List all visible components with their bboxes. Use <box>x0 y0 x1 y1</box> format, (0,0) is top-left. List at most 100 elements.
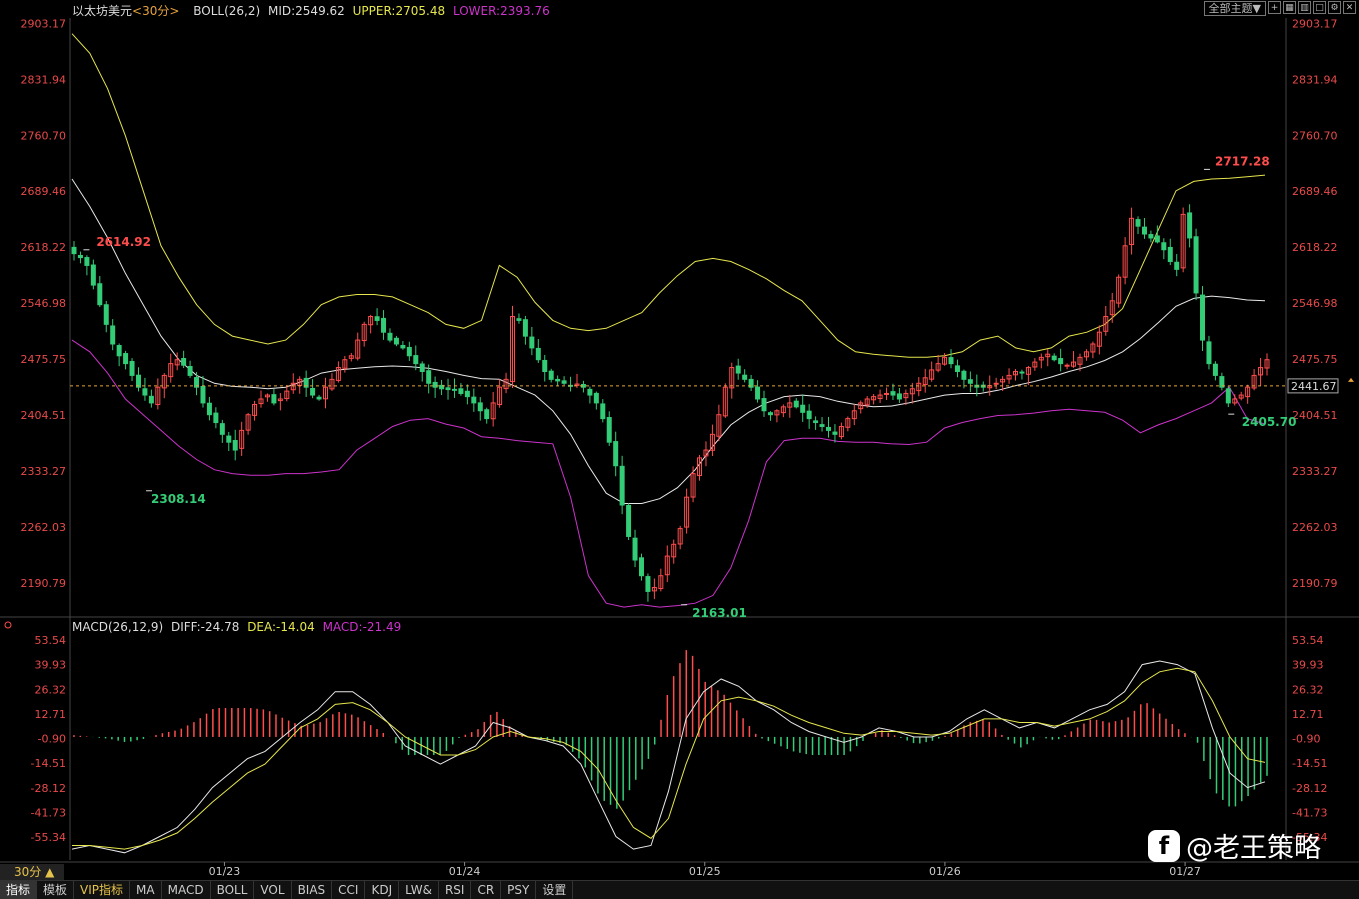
macd-tick-l-4: -0.90 <box>38 733 66 746</box>
macd-value-label: MACD:-21.49 <box>322 620 402 634</box>
candle-body <box>252 403 258 416</box>
candle-body <box>890 391 896 396</box>
candle-body <box>645 576 651 592</box>
macd-diff-line <box>71 660 1266 854</box>
macd-tick-r-5: -14.51 <box>1292 757 1327 770</box>
theme-select-button[interactable]: 全部主题▼ <box>1203 1 1266 16</box>
candle-body <box>258 398 264 405</box>
candle-body <box>1193 236 1199 294</box>
price-tick-r-8: 2333.27 <box>1292 465 1338 478</box>
macd-pane-marker-icon[interactable] <box>4 621 12 629</box>
candle-body <box>123 353 129 365</box>
toolbar-tab-8[interactable]: CCI <box>332 881 366 899</box>
window-icon[interactable]: □ <box>1313 1 1326 14</box>
candle-body <box>290 382 296 391</box>
toolbar-tab-5[interactable]: BOLL <box>211 881 255 899</box>
toolbar-tab-3[interactable]: MA <box>130 881 162 899</box>
candle-body <box>716 414 722 437</box>
candle-body <box>1141 226 1147 235</box>
candle-body <box>800 404 806 413</box>
candle-body <box>1019 371 1025 374</box>
candle-body <box>1238 394 1244 399</box>
toolbar-tab-2[interactable]: VIP指标 <box>74 881 131 899</box>
candle-body <box>181 357 187 366</box>
candle-body <box>1058 358 1064 365</box>
candle-body <box>155 386 161 406</box>
candle-body <box>806 410 812 420</box>
toolbar-tab-10[interactable]: LW& <box>399 881 439 899</box>
crosshair-icon[interactable]: + <box>1268 1 1281 14</box>
candle-body <box>651 587 657 592</box>
candle-body <box>1045 353 1051 358</box>
candle-body <box>626 504 632 537</box>
toolbar-tab-0[interactable]: 指标 <box>0 881 38 899</box>
candle-body <box>638 557 644 577</box>
extreme-label-3: 2717.28 <box>1215 154 1270 168</box>
candle-body <box>561 380 567 384</box>
candle-body <box>174 359 180 366</box>
price-tick-r-10: 2190.79 <box>1292 577 1338 590</box>
toolbar-tab-13[interactable]: PSY <box>501 881 537 899</box>
bottom-indicator-toolbar: 指标 模板 VIP指标 MA MACD BOLL VOL BIAS CCI KDJ LW& RSI CR… <box>0 880 1359 899</box>
macd-dea-label: DEA:-14.04 <box>247 620 315 634</box>
candle-body <box>819 424 825 427</box>
layout-icon[interactable]: ▥ <box>1298 1 1311 14</box>
price-tick-r-1: 2831.94 <box>1292 73 1338 86</box>
toolbar-tab-11[interactable]: RSI <box>439 881 472 899</box>
candle-body <box>90 264 96 286</box>
settings-icon[interactable]: ⚙ <box>1328 1 1341 14</box>
candle-body <box>393 337 399 345</box>
candle-body <box>110 325 116 345</box>
toolbar-tab-14[interactable]: 设置 <box>536 881 574 899</box>
candle-body <box>845 418 851 428</box>
candle-body <box>503 378 509 390</box>
toolbar-tab-4[interactable]: MACD <box>162 881 211 899</box>
candle-body <box>606 417 612 443</box>
candle-body <box>387 332 393 341</box>
candle-body <box>84 257 90 266</box>
toolbar-tab-9[interactable]: KDJ <box>365 881 400 899</box>
candle-body <box>993 382 999 385</box>
candle-body <box>774 410 780 416</box>
price-tick-l-10: 2190.79 <box>21 577 67 590</box>
period-selector[interactable]: 30分 ▲ <box>0 864 64 880</box>
candle-body <box>239 429 245 449</box>
candle-body <box>348 355 354 359</box>
boll-mid-line <box>71 178 1266 504</box>
toolbar-tab-1[interactable]: 模板 <box>37 881 75 899</box>
candle-body <box>148 395 154 404</box>
candle-body <box>1232 398 1238 404</box>
extreme-label-4: 2405.70 <box>1242 415 1297 429</box>
candle-body <box>329 378 335 390</box>
candle-body <box>671 543 677 558</box>
candle-body <box>71 246 77 255</box>
candle-body <box>1025 367 1031 375</box>
candle-body <box>548 370 554 380</box>
grid-icon[interactable]: ▦ <box>1283 1 1296 14</box>
candle-body <box>445 387 451 391</box>
candle-body <box>245 414 251 431</box>
chart-canvas[interactable]: 2903.17 2903.17 2831.94 2831.94 2760.70 2760.… <box>0 0 1359 880</box>
candle-body <box>916 382 922 392</box>
candle-body <box>310 387 316 396</box>
macd-tick-l-3: 12.71 <box>35 708 67 721</box>
extreme-label-1: 2308.14 <box>151 492 206 506</box>
candle-body <box>355 339 361 359</box>
macd-tick-l-8: -55.34 <box>31 831 66 844</box>
toolbar-tab-6[interactable]: VOL <box>254 881 292 899</box>
candle-body <box>426 370 432 384</box>
candle-body <box>787 402 793 408</box>
candle-body <box>451 388 457 391</box>
candle-body <box>368 316 374 326</box>
candle-body <box>284 390 290 400</box>
candle-body <box>213 412 219 424</box>
candle-body <box>1109 300 1115 316</box>
candle-body <box>942 356 948 365</box>
toolbar-tab-7[interactable]: BIAS <box>292 881 333 899</box>
candle-body <box>690 473 696 498</box>
toolbar-tab-12[interactable]: CR <box>471 881 502 899</box>
macd-tick-l-7: -41.73 <box>31 806 66 819</box>
candle-body <box>464 390 470 398</box>
close-icon[interactable]: ✕ <box>1343 1 1356 14</box>
candle-body <box>77 254 83 259</box>
